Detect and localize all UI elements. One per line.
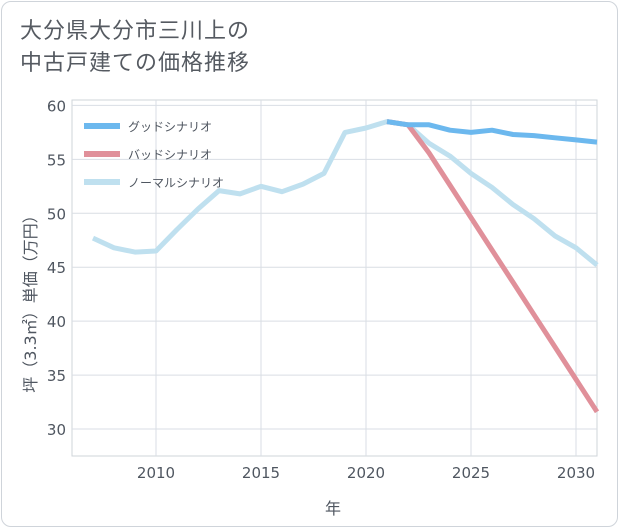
series-line-2 [91,119,599,268]
chart-title: 大分県大分市三川上の 中古戸建ての価格推移 [20,16,250,80]
x-tick-label: 2015 [242,464,280,482]
x-tick-label: 2030 [557,464,595,482]
y-tick-label: 50 [47,205,66,223]
x-tick-label: 2020 [347,464,385,482]
series-layer [91,119,600,414]
y-tick-label: 35 [47,367,66,385]
y-tick-label: 60 [47,97,66,115]
legend-label-2: ノーマルシナリオ [128,176,224,190]
legend-label-1: バッドシナリオ [128,148,212,162]
tick-labels: 30 35 40 45 50 55 60 2010 2015 2020 2025 2030 [47,97,595,482]
series-line-1 [386,119,600,414]
y-tick-label: 55 [47,151,66,169]
y-tick-label: 40 [47,313,66,331]
y-axis-label: 坪（3.3㎡）単価（万円） [21,207,40,392]
grid-lines [72,100,597,456]
y-tick-label: 30 [47,421,66,439]
y-tick-label: 45 [47,259,66,277]
legend-label-0: グッドシナリオ [128,120,212,134]
chart-title-line2: 中古戸建ての価格推移 [20,51,251,76]
chart-title-line1: 大分県大分市三川上の [20,19,251,44]
x-tick-label: 2010 [137,464,175,482]
x-tick-label: 2025 [452,464,490,482]
series-line-0 [386,119,598,145]
x-axis-label: 年 [325,499,341,518]
